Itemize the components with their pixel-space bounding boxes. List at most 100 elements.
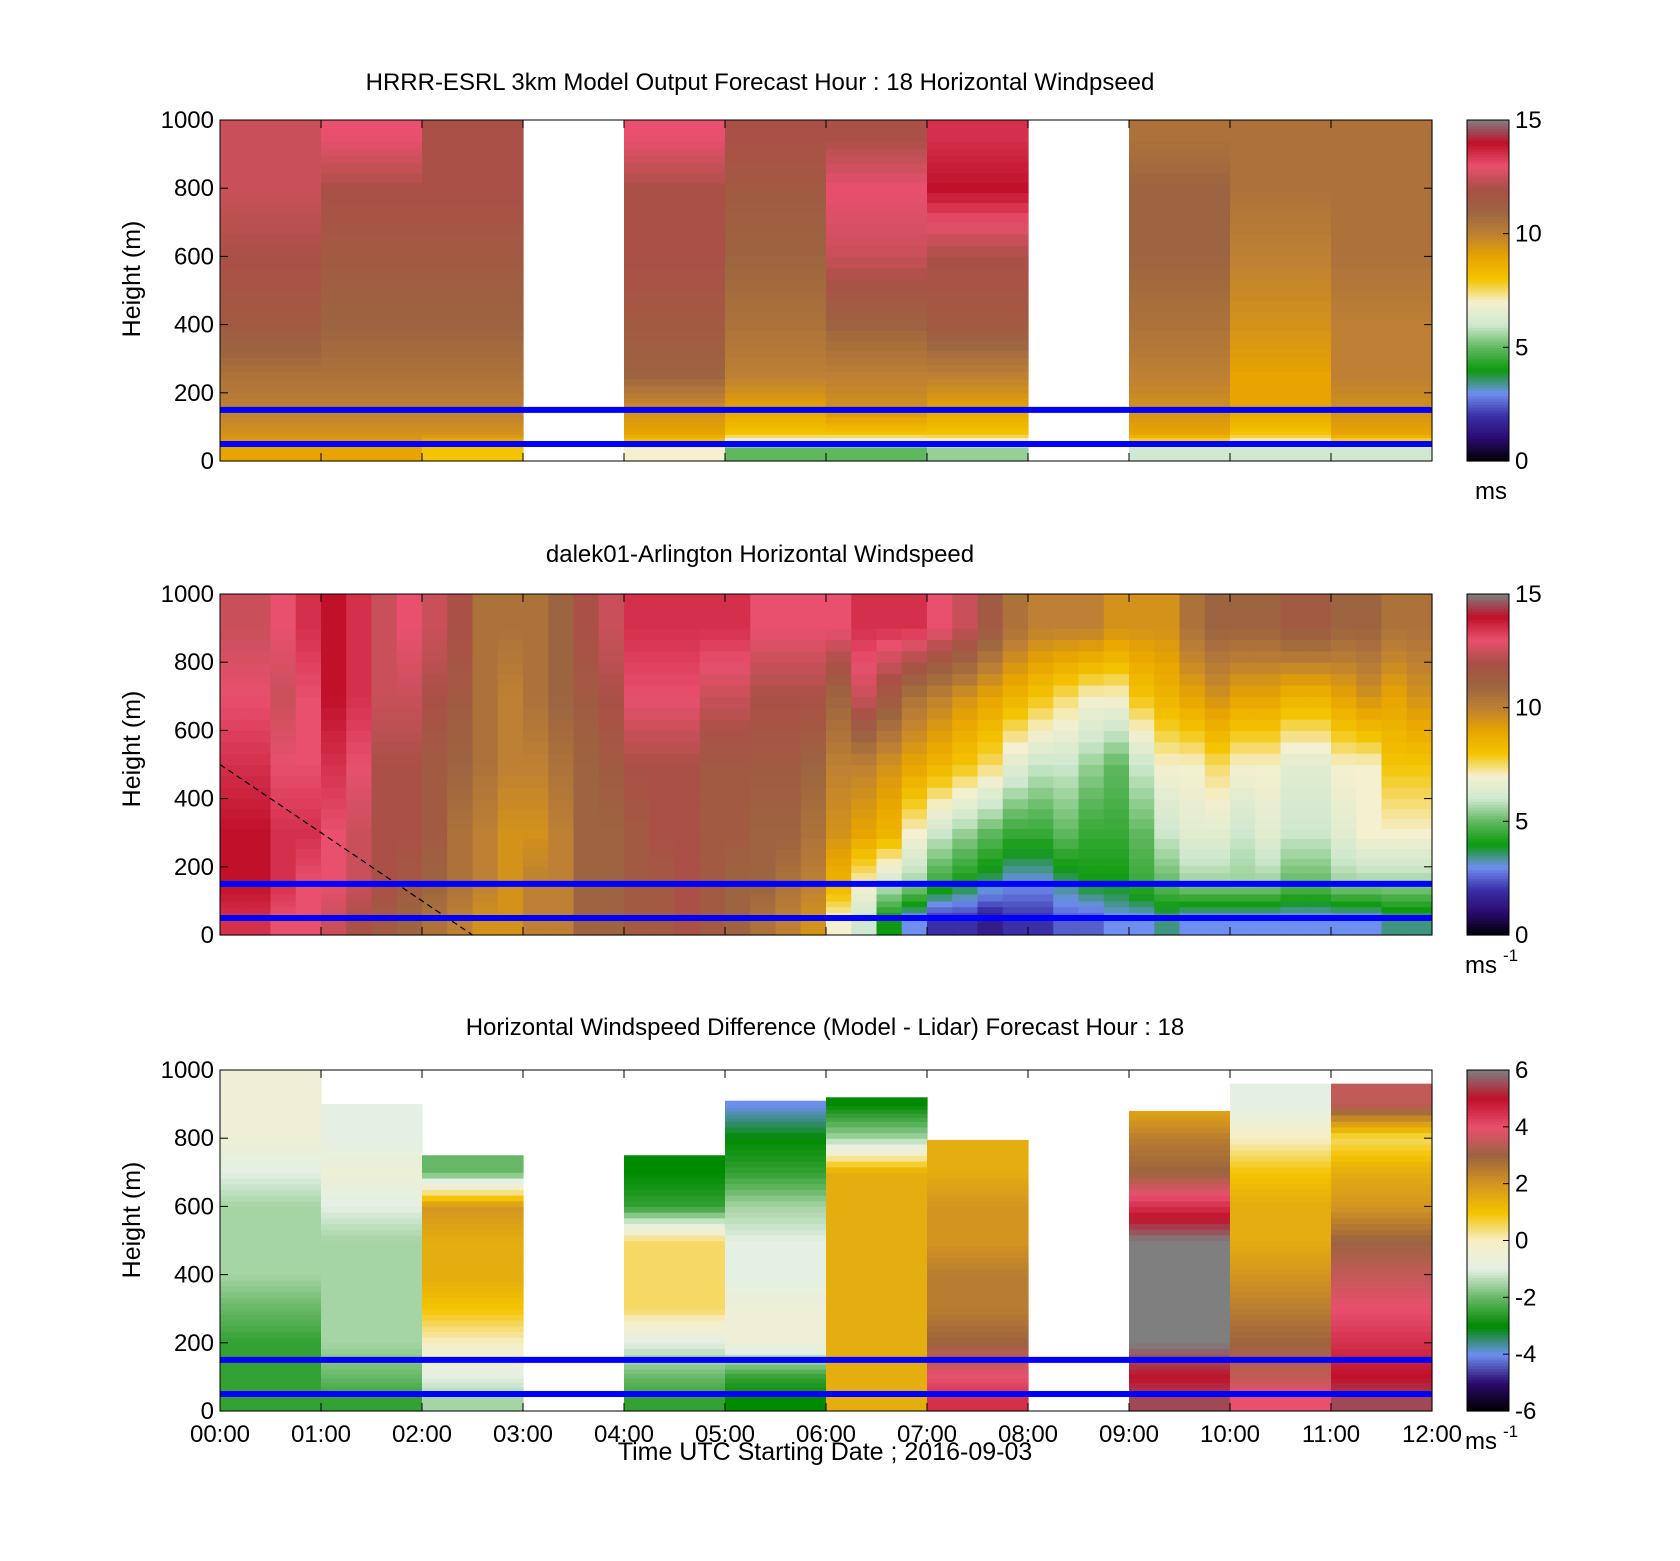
- heatmap-cell: [497, 764, 524, 777]
- heatmap-cell: [624, 1223, 726, 1230]
- heatmap-cell: [876, 730, 903, 743]
- heatmap-cell: [1230, 1268, 1332, 1276]
- heatmap-cell: [321, 1177, 423, 1185]
- heatmap-cell: [901, 865, 928, 874]
- heatmap-cell: [927, 906, 953, 913]
- heatmap-cell: [447, 808, 474, 820]
- heatmap-cell: [1053, 719, 1080, 731]
- heatmap-cell: [346, 605, 373, 618]
- heatmap-cell: [1255, 594, 1282, 606]
- heatmap-cell: [725, 719, 751, 731]
- heatmap-cell: [977, 764, 1004, 777]
- heatmap-cell: [1230, 141, 1332, 150]
- heatmap-cell: [775, 696, 802, 709]
- heatmap-cell: [977, 730, 1004, 743]
- heatmap-cell: [927, 392, 1029, 399]
- heatmap-cell: [1305, 616, 1332, 629]
- heatmap-cell: [826, 1303, 928, 1310]
- heatmap-cell: [447, 662, 474, 675]
- heatmap-cell: [497, 605, 524, 618]
- heatmap-cell: [598, 838, 625, 849]
- heatmap-cell: [220, 340, 322, 351]
- heatmap-cell: [422, 233, 524, 246]
- heatmap-cell: [901, 858, 928, 866]
- heatmap-cell: [901, 730, 928, 743]
- heatmap-cell: [826, 437, 928, 442]
- heatmap-cell: [295, 707, 322, 720]
- heatmap-cell: [321, 233, 423, 246]
- heatmap-cell: [1028, 848, 1054, 859]
- heatmap-cell: [1230, 1083, 1332, 1091]
- heatmap-cell: [725, 350, 827, 358]
- heatmap-cell: [927, 320, 1029, 331]
- heatmap-cell: [826, 172, 928, 184]
- heatmap-cell: [624, 838, 650, 849]
- heatmap-cell: [1356, 764, 1383, 777]
- heatmap-cell: [1028, 906, 1054, 913]
- xtick-label: 07:00: [897, 1421, 957, 1448]
- heatmap-cell: [321, 172, 423, 184]
- heatmap-cell: [1154, 900, 1181, 908]
- heatmap-cell: [1204, 639, 1231, 652]
- heatmap-cell: [1129, 279, 1231, 292]
- colorbar-swatch: [1467, 1342, 1509, 1347]
- heatmap-cell: [1331, 428, 1433, 432]
- colorbar-swatch: [1467, 628, 1509, 632]
- heatmap-cell: [1406, 917, 1433, 925]
- heatmap-cell: [321, 428, 423, 432]
- heatmap-cell: [725, 192, 827, 204]
- heatmap-cell: [725, 1212, 827, 1219]
- heatmap-cell: [1230, 182, 1332, 194]
- heatmap-cell: [826, 310, 928, 321]
- heatmap-cell: [851, 838, 878, 849]
- heatmap-cell: [826, 1138, 928, 1145]
- heatmap-cell: [775, 764, 802, 777]
- heatmap-cell: [548, 628, 575, 641]
- heatmap-cell: [952, 838, 979, 849]
- heatmap-cell: [901, 696, 928, 709]
- heatmap-cell: [1305, 808, 1332, 820]
- colorbar-swatch: [1467, 881, 1509, 885]
- colorbar-swatch: [1467, 188, 1509, 192]
- heatmap-cell: [598, 719, 625, 731]
- colorbar-swatch: [1467, 932, 1509, 936]
- heatmap-cell: [422, 1195, 524, 1202]
- colorbar-swatch: [1467, 367, 1509, 371]
- heatmap-cell: [270, 848, 297, 859]
- heatmap-cell: [1154, 838, 1181, 849]
- heatmap-cell: [220, 431, 322, 435]
- heatmap-cell: [624, 310, 726, 321]
- heatmap-cell: [725, 267, 827, 280]
- heatmap-cell: [1078, 787, 1105, 800]
- heatmap-cell: [1179, 764, 1206, 777]
- heatmap-cell: [1230, 1206, 1332, 1213]
- heatmap-cell: [598, 848, 625, 859]
- heatmap-cell: [1230, 1308, 1332, 1315]
- heatmap-cell: [1028, 917, 1054, 925]
- heatmap-cell: [1002, 893, 1029, 902]
- heatmap-cell: [1053, 594, 1080, 606]
- colorbar-swatch: [1467, 1328, 1509, 1333]
- heatmap-cell: [624, 320, 726, 331]
- heatmap-cell: [548, 616, 575, 629]
- heatmap-cell: [220, 1368, 322, 1375]
- heatmap-cell: [346, 886, 373, 895]
- heatmap-cell: [1002, 650, 1029, 663]
- heatmap-cell: [1230, 1189, 1332, 1196]
- heatmap-cell: [1230, 385, 1332, 394]
- heatmap-cell: [1230, 1126, 1332, 1134]
- colorbar-swatch: [1467, 903, 1509, 908]
- colorbar-swatch: [1467, 1214, 1509, 1219]
- heatmap-cell: [1331, 594, 1357, 606]
- heatmap-cell: [1002, 616, 1029, 629]
- heatmap-cell: [1230, 1149, 1332, 1156]
- heatmap-cell: [523, 639, 549, 652]
- heatmap-cell: [1129, 364, 1231, 373]
- heatmap-cell: [270, 605, 297, 618]
- heatmap-cell: [1280, 650, 1307, 663]
- heatmap-cell: [674, 872, 701, 881]
- heatmap-cell: [1204, 787, 1231, 800]
- heatmap-cell: [321, 454, 423, 459]
- heatmap-cell: [826, 1337, 928, 1344]
- heatmap-cell: [1230, 893, 1256, 902]
